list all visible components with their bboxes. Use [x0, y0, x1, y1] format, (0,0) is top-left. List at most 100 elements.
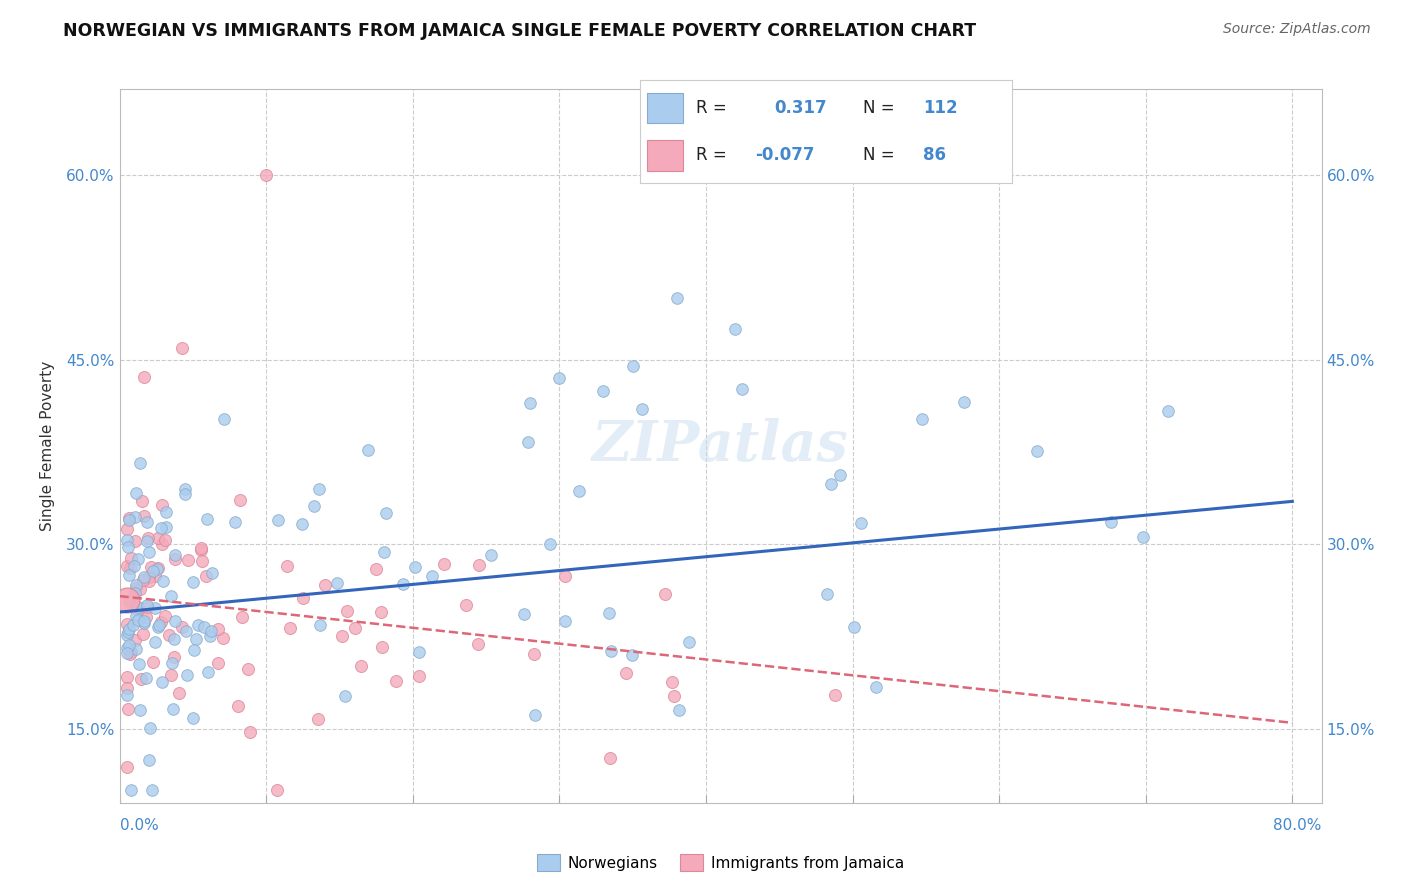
Point [820, 476, 842, 491]
Text: R =: R = [696, 99, 727, 117]
Point [226, 698, 249, 713]
Point [129, 582, 152, 596]
Point [392, 577, 415, 591]
Point [118, 594, 141, 608]
Point [138, 574, 160, 589]
Point [314, 578, 336, 592]
Point [150, 536, 173, 550]
Point [433, 557, 456, 571]
Point [468, 558, 491, 573]
Point [187, 617, 209, 632]
Point [309, 618, 332, 632]
Point [146, 620, 169, 634]
Point [370, 640, 392, 655]
Point [131, 573, 153, 587]
Point [138, 545, 160, 559]
Point [524, 707, 547, 722]
Point [118, 510, 141, 524]
Point [1132, 530, 1154, 544]
Point [336, 604, 359, 618]
Point [165, 552, 187, 566]
Point [291, 517, 314, 532]
Point [160, 656, 183, 670]
Point [231, 609, 253, 624]
Point [824, 688, 846, 702]
Point [115, 522, 138, 536]
Point [194, 569, 217, 583]
Point [554, 614, 576, 628]
Point [599, 750, 621, 764]
Point [127, 552, 149, 566]
Point [190, 541, 212, 556]
Point [350, 659, 373, 673]
Point [125, 599, 148, 614]
Point [150, 521, 173, 535]
Point [724, 322, 747, 336]
Point [176, 668, 198, 682]
Point [127, 600, 149, 615]
Point [177, 553, 200, 567]
Point [184, 632, 207, 646]
Point [815, 587, 838, 601]
Point [554, 569, 576, 583]
Point [121, 618, 143, 632]
Point [132, 569, 155, 583]
Point [117, 701, 139, 715]
Point [157, 628, 180, 642]
Point [308, 482, 330, 496]
Point [267, 513, 290, 527]
Point [592, 384, 614, 398]
Point [118, 622, 141, 636]
Point [404, 560, 426, 574]
Point [181, 711, 204, 725]
Point [139, 560, 162, 574]
Point [136, 531, 159, 545]
Point [730, 382, 752, 396]
Point [160, 589, 183, 603]
Point [523, 648, 546, 662]
Point [124, 510, 146, 524]
Point [139, 721, 162, 735]
Point [307, 712, 329, 726]
Point [118, 568, 141, 582]
Point [134, 616, 156, 631]
Point [239, 725, 262, 739]
Point [125, 609, 148, 624]
Point [134, 614, 156, 628]
Point [616, 665, 638, 680]
Point [630, 401, 652, 416]
Text: 80.0%: 80.0% [1274, 818, 1322, 832]
Text: ZIPatlas: ZIPatlas [592, 418, 849, 474]
Point [200, 624, 222, 639]
Point [131, 672, 153, 686]
Point [155, 520, 177, 534]
Point [292, 591, 315, 606]
Point [408, 645, 430, 659]
Point [132, 627, 155, 641]
Point [115, 628, 138, 642]
Point [662, 689, 685, 703]
Point [163, 614, 186, 628]
Point [326, 575, 349, 590]
Point [517, 434, 540, 449]
Point [115, 592, 138, 607]
Point [128, 456, 150, 470]
Point [1156, 403, 1178, 417]
Point [115, 646, 138, 660]
Point [142, 655, 165, 669]
Point [163, 632, 186, 646]
Point [143, 600, 166, 615]
Point [152, 498, 174, 512]
Point [207, 622, 229, 636]
Point [135, 600, 157, 615]
Point [479, 549, 502, 563]
FancyBboxPatch shape [647, 140, 682, 170]
Point [135, 671, 157, 685]
Point [174, 483, 197, 497]
Point [162, 702, 184, 716]
Point [229, 492, 252, 507]
Point [117, 624, 139, 639]
Point [135, 534, 157, 549]
Point [454, 599, 477, 613]
Point [420, 568, 443, 582]
